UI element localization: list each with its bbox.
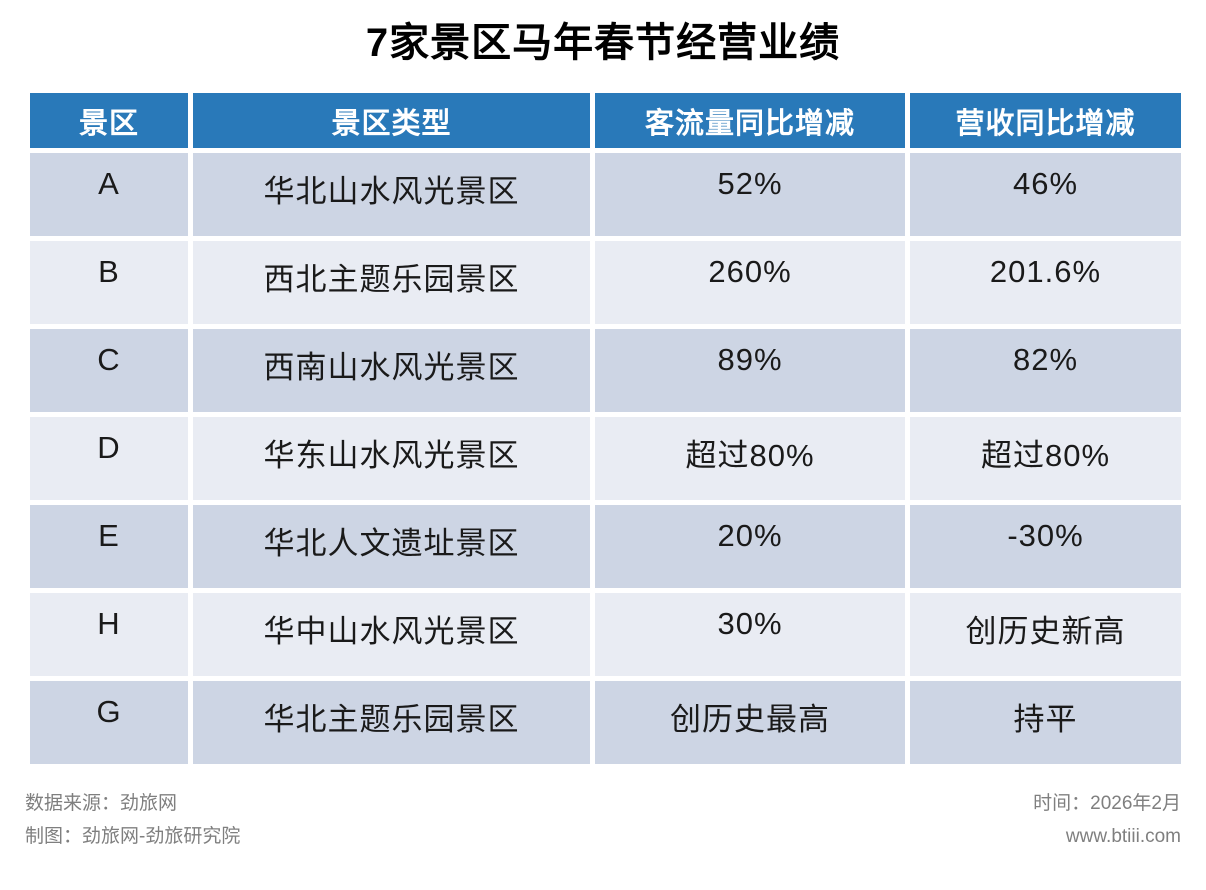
table-cell: 创历史最高 xyxy=(590,676,910,769)
column-header: 景区类型 xyxy=(188,88,595,153)
table-cell: A xyxy=(25,148,193,241)
table-cell: 89% xyxy=(590,324,910,417)
table-cell: D xyxy=(25,412,193,505)
table-row: A 华北山水风光景区 52% 46% xyxy=(25,148,1186,241)
table-cell: 超过80% xyxy=(590,412,910,505)
table-cell: 华中山水风光景区 xyxy=(188,588,595,681)
table-cell: 30% xyxy=(590,588,910,681)
table-cell: 华北山水风光景区 xyxy=(188,148,595,241)
website-label: www.btiii.com xyxy=(1065,826,1181,848)
footer-right: 时间：2026年2月 www.btiii.com xyxy=(1033,787,1181,854)
table-row: D 华东山水风光景区 超过80% 超过80% xyxy=(25,412,1186,505)
table-row: E 华北人文遗址景区 20% -30% xyxy=(25,500,1186,593)
table-cell: -30% xyxy=(905,500,1186,593)
table-cell: 持平 xyxy=(905,676,1186,769)
table-cell: G xyxy=(25,676,193,769)
chart-credit-label: 制图：劲旅网-劲旅研究院 xyxy=(25,826,241,848)
table-cell: 82% xyxy=(905,324,1186,417)
table-cell: 260% xyxy=(590,236,910,329)
table-cell: H xyxy=(25,588,193,681)
table-cell: 西北主题乐园景区 xyxy=(188,236,595,329)
column-header: 景区 xyxy=(25,88,193,153)
data-source-label: 数据来源：劲旅网 xyxy=(25,793,178,814)
time-label: 时间：2026年2月 xyxy=(1033,793,1181,814)
table-cell: 华东山水风光景区 xyxy=(188,412,595,505)
column-header: 营收同比增减 xyxy=(905,88,1186,153)
table-body: A 华北山水风光景区 52% 46% B 西北主题乐园景区 260% 201.6% C 西南山水风… xyxy=(25,148,1186,769)
table-cell: 华北主题乐园景区 xyxy=(188,676,595,769)
table-cell: 华北人文遗址景区 xyxy=(188,500,595,593)
table-row: B 西北主题乐园景区 260% 201.6% xyxy=(25,236,1186,329)
performance-table: 景区 景区类型 客流量同比增减 营收同比增减 A 华北山水风光景区 52% 46% B 西北主题… xyxy=(25,88,1186,769)
infographic-page: { "title": "7家景区马年春节经营业绩", "table": { "h… xyxy=(0,10,1206,890)
table-cell: 创历史新高 xyxy=(905,588,1186,681)
table-cell: E xyxy=(25,500,193,593)
table-cell: 西南山水风光景区 xyxy=(188,324,595,417)
footer: 数据来源：劲旅网 制图：劲旅网-劲旅研究院 时间：2026年2月 www.bti… xyxy=(25,787,1181,854)
table-cell: 201.6% xyxy=(905,236,1186,329)
footer-left: 数据来源：劲旅网 制图：劲旅网-劲旅研究院 xyxy=(25,787,240,854)
table-header-row: 景区 景区类型 客流量同比增减 营收同比增减 xyxy=(25,88,1186,153)
table-cell: 20% xyxy=(590,500,910,593)
column-header: 客流量同比增减 xyxy=(590,88,910,153)
table-row: G 华北主题乐园景区 创历史最高 持平 xyxy=(25,676,1186,769)
table-cell: 52% xyxy=(590,148,910,241)
table-cell: B xyxy=(25,236,193,329)
table-row: H 华中山水风光景区 30% 创历史新高 xyxy=(25,588,1186,681)
table-cell: 46% xyxy=(905,148,1186,241)
page-title: 7家景区马年春节经营业绩 xyxy=(365,21,841,65)
table-cell: C xyxy=(25,324,193,417)
table-row: C 西南山水风光景区 89% 82% xyxy=(25,324,1186,417)
table-cell: 超过80% xyxy=(905,412,1186,505)
